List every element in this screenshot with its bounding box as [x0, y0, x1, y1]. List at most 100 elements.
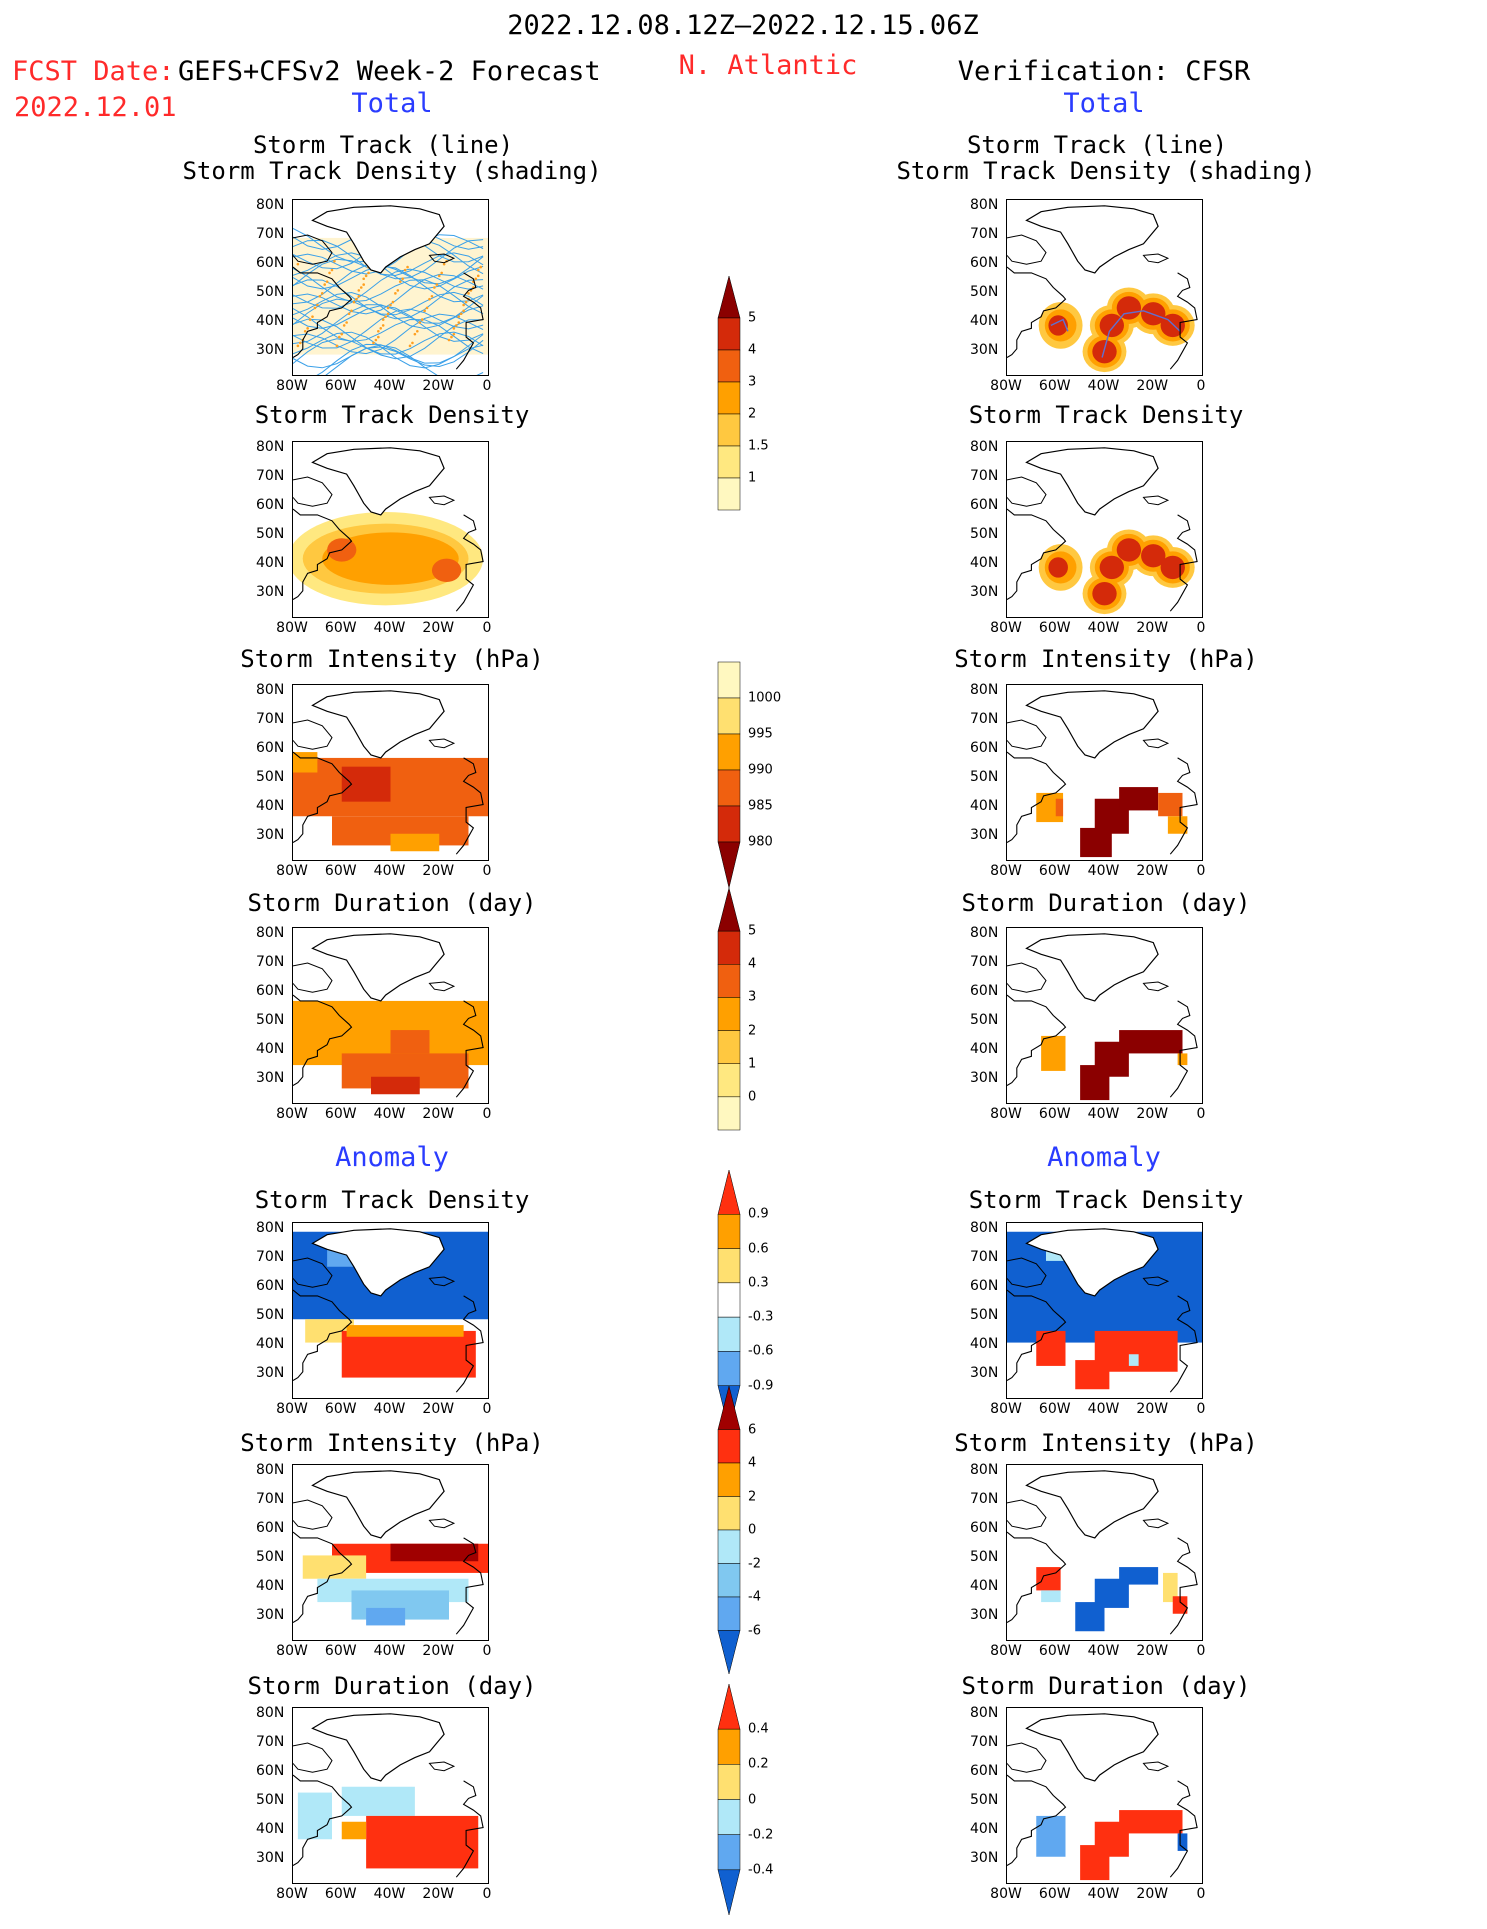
- storm-track-point: [423, 309, 426, 313]
- storm-track-line: [1101, 310, 1181, 358]
- storm-track-point: [411, 341, 414, 345]
- lat-tick-label: 30N: [970, 584, 999, 600]
- colorbar-swatch: [717, 477, 741, 511]
- storm-track-point: [303, 329, 307, 333]
- europe-coast: [455, 272, 484, 370]
- storm-track-point: [364, 274, 368, 278]
- lon-tick-label: 0: [1196, 863, 1206, 879]
- lat-tick-label: 80N: [970, 1705, 999, 1721]
- colorbar-swatch: [717, 413, 741, 447]
- baffin-coast: [1007, 476, 1047, 507]
- colorbar-swatch: [717, 317, 741, 351]
- lat-tick-label: 80N: [970, 1220, 999, 1236]
- lat-tick-label: 70N: [256, 1249, 285, 1265]
- europe-coast: [455, 1295, 484, 1393]
- map-canvas: [293, 690, 488, 855]
- lon-tick-label: 60W: [324, 1401, 357, 1417]
- colorbar-arrow: [717, 1630, 741, 1675]
- lon-tick-label: 80W: [990, 1106, 1022, 1122]
- region-label: N. Atlantic: [678, 50, 858, 81]
- storm-track-point: [330, 268, 334, 272]
- lat-tick-label: 70N: [256, 954, 285, 970]
- europe-coast: [1169, 1295, 1198, 1393]
- lon-tick-label: 40W: [373, 1886, 406, 1902]
- anomaly-cell: [1172, 1596, 1188, 1614]
- lat-tick-label: 50N: [256, 1549, 285, 1565]
- colorbar-anom_duration: [714, 1674, 774, 1929]
- colorbar-swatch: [717, 1429, 741, 1464]
- lon-tick-label: 80W: [276, 1401, 308, 1417]
- anomaly-cell: [341, 1786, 415, 1816]
- storm-track-point: [338, 335, 341, 339]
- lon-tick-label: 20W: [422, 1106, 455, 1122]
- storm-track-point: [384, 315, 387, 318]
- storm-track-point: [428, 297, 431, 301]
- baffin-coast: [1007, 1257, 1047, 1288]
- lon-tick-label: 20W: [1136, 1401, 1169, 1417]
- lat-tick-label: 80N: [970, 197, 999, 213]
- storm-track-line: [293, 252, 484, 290]
- duration-cell: [1041, 1035, 1066, 1071]
- map-int-right: [1006, 684, 1203, 861]
- north-america-coast: [293, 266, 353, 358]
- colorbar-swatch: [717, 733, 741, 771]
- greenland-coast: [1025, 690, 1159, 759]
- lat-tick-label: 60N: [256, 1763, 285, 1779]
- map-canvas: [293, 1228, 488, 1393]
- title-track-density-shading-right: Storm Track Density (shading): [896, 157, 1316, 185]
- lon-tick-label: 80W: [990, 378, 1022, 394]
- density-core: [1099, 313, 1124, 338]
- lon-tick-label: 20W: [422, 1643, 455, 1659]
- colorbar-label: 0: [748, 1089, 757, 1105]
- storm-track-line: [1050, 318, 1069, 332]
- greenland-coast: [311, 690, 445, 759]
- lon-tick-label: 60W: [1038, 378, 1071, 394]
- north-america-coast: [293, 1289, 353, 1381]
- intensity-cell: [1055, 798, 1064, 817]
- intensity-cell: [341, 766, 391, 802]
- lon-tick-label: 40W: [373, 1401, 406, 1417]
- colorbar-arrow: [717, 887, 741, 932]
- title-anom-density-left: Storm Track Density: [254, 1186, 530, 1214]
- colorbar-swatch: [717, 769, 741, 807]
- lat-tick-label: 60N: [256, 740, 285, 756]
- title-anom-duration-right: Storm Duration (day): [961, 1672, 1251, 1700]
- title-anom-duration-left: Storm Duration (day): [247, 1672, 537, 1700]
- lon-tick-label: 0: [1196, 378, 1206, 394]
- storm-track-line: [293, 308, 484, 349]
- forecast-period: 2022.12.08.12Z–2022.12.15.06Z: [507, 10, 979, 41]
- lat-tick-label: 60N: [970, 255, 999, 271]
- density-core: [1160, 313, 1185, 338]
- map-aint-left: [292, 1464, 489, 1641]
- lat-tick-label: 80N: [256, 682, 285, 698]
- north-america-coast: [293, 508, 353, 600]
- storm-track-line: [293, 344, 484, 375]
- storm-track-point: [457, 321, 461, 324]
- lat-tick-label: 50N: [256, 526, 285, 542]
- anomaly-cell: [346, 1325, 464, 1337]
- storm-track-point: [386, 312, 390, 316]
- left-total-label: Total: [351, 88, 433, 119]
- colorbar-label: 1: [748, 1056, 757, 1072]
- lon-tick-label: 40W: [1087, 863, 1120, 879]
- anomaly-cell: [1036, 1815, 1066, 1857]
- europe-coast: [455, 514, 484, 612]
- lat-tick-label: 30N: [970, 1607, 999, 1623]
- colorbar-arrow: [717, 1869, 741, 1916]
- lon-tick-label: 60W: [1038, 1643, 1071, 1659]
- map-canvas: [1007, 933, 1198, 1101]
- storm-track-point: [476, 274, 480, 278]
- lon-tick-label: 80W: [276, 378, 308, 394]
- storm-track-point: [308, 318, 312, 321]
- greenland-coast: [311, 1713, 445, 1782]
- map-canvas: [1007, 447, 1198, 615]
- lat-tick-label: 30N: [970, 827, 999, 843]
- baffin-coast: [1007, 719, 1047, 750]
- lon-tick-label: 60W: [324, 863, 357, 879]
- baffin-coast: [293, 476, 333, 507]
- greenland-coast: [1025, 933, 1159, 1002]
- storm-track-point: [416, 329, 419, 333]
- north-america-coast: [293, 751, 353, 843]
- anomaly-cell: [1036, 1330, 1066, 1366]
- lon-tick-label: 20W: [422, 1886, 455, 1902]
